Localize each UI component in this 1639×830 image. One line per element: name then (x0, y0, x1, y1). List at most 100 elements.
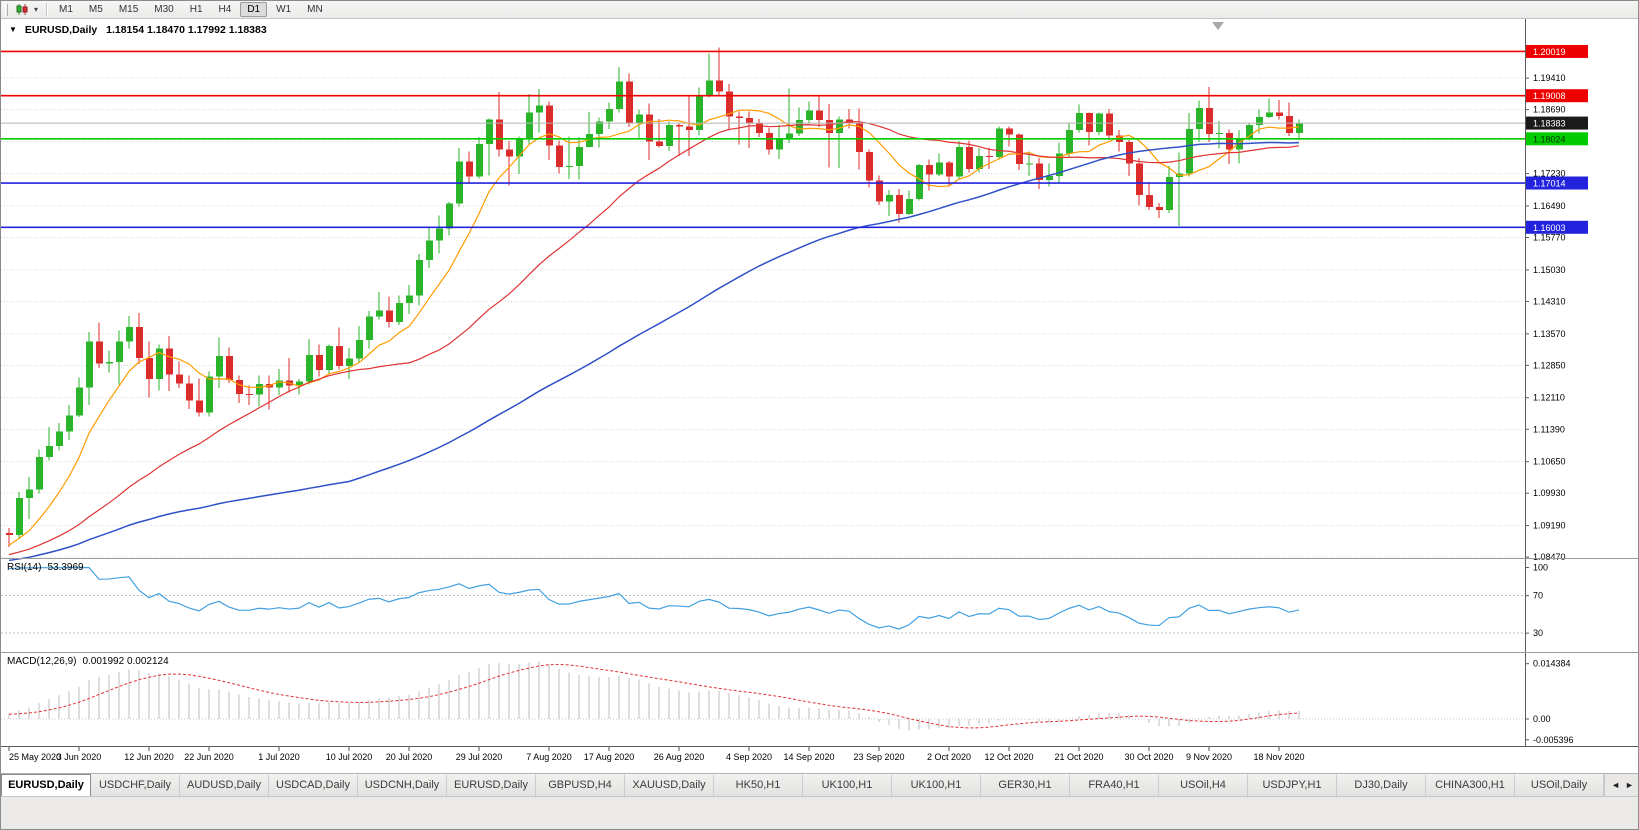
price-tag-1.19008[interactable]: 1.19008 (1526, 89, 1588, 103)
chart-tab-7-xauusd-daily[interactable]: XAUUSD,Daily (625, 774, 714, 796)
timeframe-button-m1[interactable]: M1 (59, 4, 73, 15)
price-tag-1.18024[interactable]: 1.18024 (1526, 132, 1588, 146)
one-click-trading-arrow-icon[interactable]: ▼ (9, 25, 17, 34)
svg-text:1.20019: 1.20019 (1533, 47, 1566, 57)
macd-indicator-label: MACD(12,26,9) 0.001992 0.002124 (7, 656, 169, 667)
ma-fast-line (8, 109, 1300, 546)
timeframe-button-h1[interactable]: H1 (189, 4, 203, 15)
tab-scroll-right-icon[interactable]: ► (1625, 780, 1634, 790)
svg-text:1.10650: 1.10650 (1533, 457, 1566, 467)
chart-tab-10-uk100-h1[interactable]: UK100,H1 (892, 774, 981, 796)
timeframe-button-m30[interactable]: M30 (154, 4, 174, 15)
pane-separators[interactable] (1, 558, 1639, 653)
ma-slow-line (8, 141, 1300, 562)
svg-text:1.17230: 1.17230 (1533, 169, 1566, 179)
chart-tab-12-fra40-h1[interactable]: FRA40,H1 (1070, 774, 1159, 796)
toolbar-grip[interactable] (5, 3, 8, 16)
price-tag-1.20019[interactable]: 1.20019 (1526, 44, 1588, 58)
chart-tab-13-usoil-h4[interactable]: USOil,H4 (1159, 774, 1248, 796)
chart-tab-4-usdcnh-daily[interactable]: USDCNH,Daily (358, 774, 447, 796)
svg-text:3 Jun 2020: 3 Jun 2020 (57, 752, 102, 762)
svg-text:1.16490: 1.16490 (1533, 201, 1566, 211)
svg-text:1.18690: 1.18690 (1533, 105, 1566, 115)
tab-scroll-controls: ◄ ► (1604, 774, 1638, 796)
timeframe-button-h4[interactable]: H4 (218, 4, 232, 15)
svg-text:1.13570: 1.13570 (1533, 329, 1566, 339)
chart-tabs: EURUSD,Daily USDCHF,Daily AUDUSD,Daily USDC… (1, 774, 1604, 796)
timeframes-toolbar: ▾ M1 M5 M15 M30 H1 H4 D1 W1 MN (1, 1, 1638, 19)
price-axis[interactable]: 1.19410 1.18690 1.17230 1.16490 1.15770 1.150… (1525, 19, 1639, 746)
svg-text:2 Oct 2020: 2 Oct 2020 (927, 752, 971, 762)
timeframe-button-w1[interactable]: W1 (276, 4, 292, 15)
svg-text:17 Aug 2020: 17 Aug 2020 (584, 752, 635, 762)
price-tag-1.16003[interactable]: 1.16003 (1526, 220, 1588, 234)
price-tag-1.18383: 1.18383 (1526, 116, 1588, 130)
svg-text:1.08470: 1.08470 (1533, 552, 1566, 562)
chart-tab-1-usdchf-daily[interactable]: USDCHF,Daily (91, 774, 180, 796)
svg-text:1.12110: 1.12110 (1533, 393, 1565, 403)
svg-text:29 Jul 2020: 29 Jul 2020 (456, 752, 503, 762)
chart-title: ▼ EURUSD,Daily 1.18154 1.18470 1.17992 1… (9, 24, 267, 36)
svg-text:7 Aug 2020: 7 Aug 2020 (526, 752, 572, 762)
svg-text:12 Oct 2020: 12 Oct 2020 (984, 752, 1033, 762)
chart-tab-16-china300-h1[interactable]: CHINA300,H1 (1426, 774, 1515, 796)
bottom-strip (1, 796, 1638, 829)
svg-text:1.11390: 1.11390 (1533, 424, 1565, 434)
svg-text:4 Sep 2020: 4 Sep 2020 (726, 752, 772, 762)
price-grid (1, 77, 1525, 558)
rsi-indicator-label: RSI(14) 53.3969 (7, 562, 84, 573)
svg-text:1.19008: 1.19008 (1533, 91, 1566, 101)
chart-tab-8-hk50-h1[interactable]: HK50,H1 (714, 774, 803, 796)
timeframe-button-mn[interactable]: MN (307, 4, 323, 15)
timeframe-button-m5[interactable]: M5 (88, 4, 103, 15)
svg-text:1.09930: 1.09930 (1533, 488, 1566, 498)
chart-canvas[interactable]: 1.19410 1.18690 1.17230 1.16490 1.15770 1.150… (1, 19, 1639, 773)
chart-tab-9-uk100-h1[interactable]: UK100,H1 (803, 774, 892, 796)
svg-text:21 Oct 2020: 21 Oct 2020 (1054, 752, 1103, 762)
rsi-line (8, 566, 1300, 630)
tab-scroll-left-icon[interactable]: ◄ (1611, 780, 1620, 790)
svg-text:1.15770: 1.15770 (1533, 232, 1566, 242)
ma-medium-line (8, 120, 1300, 556)
timeframe-button-m15[interactable]: M15 (118, 4, 139, 15)
chart-tab-15-dj30-daily[interactable]: DJ30,Daily (1337, 774, 1426, 796)
chart-tab-11-ger30-h1[interactable]: GER30,H1 (981, 774, 1070, 796)
svg-text:18 Nov 2020: 18 Nov 2020 (1253, 752, 1304, 762)
svg-text:20 Jul 2020: 20 Jul 2020 (386, 752, 433, 762)
rsi-indicator (1, 566, 1525, 634)
chart-tab-3-usdcad-daily[interactable]: USDCAD,Daily (269, 774, 358, 796)
chart-type-dropdown-caret[interactable]: ▾ (34, 5, 39, 14)
svg-text:70: 70 (1533, 591, 1543, 601)
macd-values: 0.001992 0.002124 (82, 656, 169, 667)
candlestick-chart-icon[interactable] (12, 2, 33, 18)
svg-text:0.00: 0.00 (1533, 714, 1551, 724)
svg-text:30 Oct 2020: 30 Oct 2020 (1124, 752, 1173, 762)
price-tag-1.17014[interactable]: 1.17014 (1526, 176, 1588, 190)
chart-window: 1.19410 1.18690 1.17230 1.16490 1.15770 1.150… (1, 19, 1639, 773)
chart-tab-6-gbpusd-h4[interactable]: GBPUSD,H4 (536, 774, 625, 796)
chart-tab-14-usdjpy-h1[interactable]: USDJPY,H1 (1248, 774, 1337, 796)
chart-tab-17-usoil-daily[interactable]: USOil,Daily (1515, 774, 1604, 796)
svg-text:10 Jul 2020: 10 Jul 2020 (326, 752, 373, 762)
timeframe-button-d1[interactable]: D1 (240, 2, 268, 17)
svg-text:1.09190: 1.09190 (1533, 521, 1566, 531)
svg-text:1.14310: 1.14310 (1533, 296, 1566, 306)
macd-histogram (8, 661, 1300, 731)
svg-text:9 Nov 2020: 9 Nov 2020 (1186, 752, 1232, 762)
svg-text:23 Sep 2020: 23 Sep 2020 (853, 752, 904, 762)
toolbar-separator (46, 3, 48, 16)
chart-tab-5-eurusd-daily[interactable]: EURUSD,Daily (447, 774, 536, 796)
timeframe-buttons-group: M1 M5 M15 M30 H1 H4 D1 W1 MN (51, 2, 331, 17)
rsi-value: 53.3969 (47, 562, 84, 573)
svg-text:12 Jun 2020: 12 Jun 2020 (124, 752, 174, 762)
svg-text:1 Jul 2020: 1 Jul 2020 (258, 752, 300, 762)
chart-tab-0-eurusd-daily[interactable]: EURUSD,Daily (1, 774, 91, 796)
svg-text:1.17014: 1.17014 (1533, 179, 1566, 189)
svg-text:22 Jun 2020: 22 Jun 2020 (184, 752, 234, 762)
chart-tab-2-audusd-daily[interactable]: AUDUSD,Daily (180, 774, 269, 796)
chart-shift-marker[interactable] (1212, 22, 1224, 30)
svg-text:0.014384: 0.014384 (1533, 659, 1571, 669)
candles (6, 47, 1303, 548)
